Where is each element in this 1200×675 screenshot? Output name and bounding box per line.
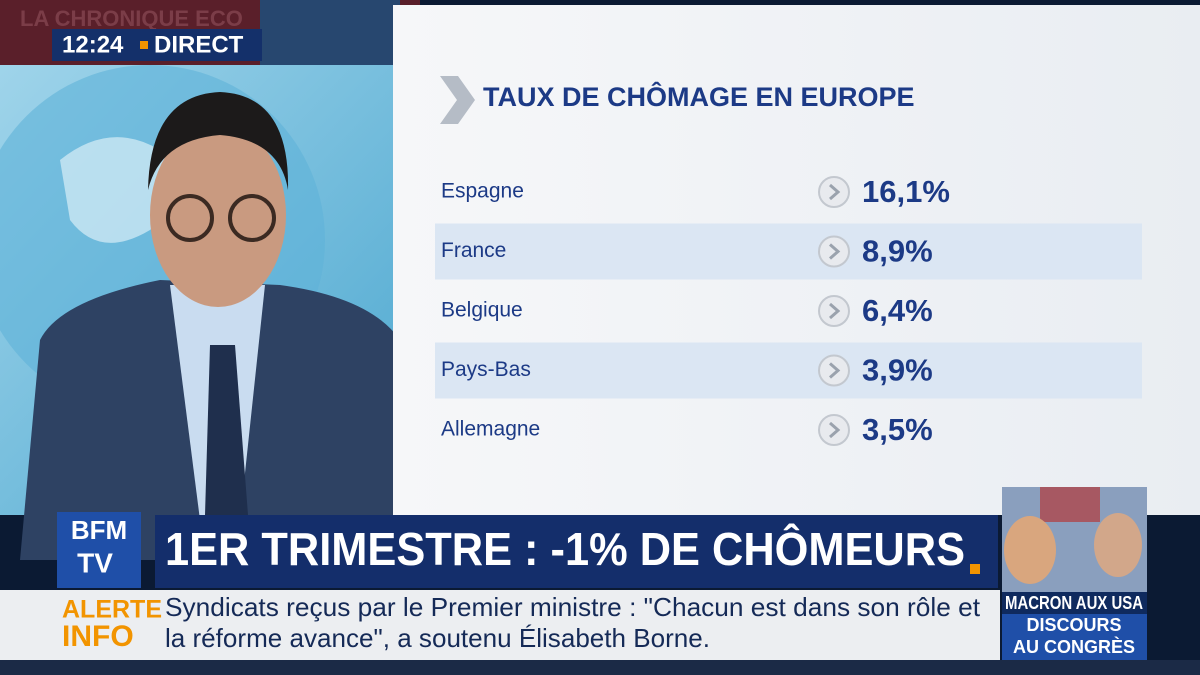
ticker-tag-bottom: INFO [62, 620, 134, 653]
side-line-bg [1002, 636, 1147, 658]
headline-dot [970, 564, 980, 574]
ticker-bar [0, 590, 1000, 660]
continent [60, 137, 178, 243]
side-face [1004, 516, 1056, 584]
bottom-strip [0, 660, 1200, 675]
row-icon [818, 414, 850, 446]
side-flag [1040, 487, 1100, 522]
row-icon-arrow [829, 243, 841, 260]
presenter-face [150, 123, 286, 307]
row-icon [818, 354, 850, 387]
logo [57, 512, 141, 588]
side-line: MACRON AUX USA [1005, 593, 1143, 613]
row-icon-arrow [829, 362, 841, 379]
rate: 3,9% [862, 353, 933, 388]
rate: 6,4% [862, 293, 933, 328]
country: Espagne [441, 180, 524, 203]
clock-time: 12:24 [62, 31, 124, 58]
presenter-tie [205, 345, 248, 515]
country: Allemagne [441, 418, 540, 441]
country: Belgique [441, 299, 523, 322]
glasses [166, 194, 214, 242]
row-icon [818, 176, 850, 208]
row-icon [818, 295, 850, 327]
glasses [228, 194, 276, 242]
rate: 8,9% [862, 234, 933, 269]
side-face [1094, 513, 1142, 577]
studio-top-right [260, 0, 400, 65]
title-chevron [440, 76, 475, 124]
presenter-hair [148, 92, 289, 190]
headline: 1ER TRIMESTRE : -1% DE CHÔMEURS [165, 523, 965, 575]
row-band [435, 223, 1142, 280]
logo-bottom: TV [77, 547, 113, 578]
row-icon-arrow [829, 183, 841, 201]
row-icon-arrow [829, 302, 841, 320]
clock-box [52, 29, 262, 61]
side-line-bg [1002, 614, 1147, 636]
ticker-tag-top: ALERTE [62, 596, 162, 624]
row-band [435, 342, 1142, 399]
side-line: DISCOURS [1026, 615, 1121, 635]
side-line: AU CONGRÈS [1013, 636, 1135, 657]
show-title: LA CHRONIQUE ECO [20, 6, 243, 31]
ticker-line: Syndicats reçus par le Premier ministre … [165, 592, 981, 622]
clock-dot [140, 41, 148, 49]
clock-label: DIRECT [154, 31, 244, 58]
row-icon-arrow [829, 421, 841, 439]
table-rows: Espagne 16,1% France 8,9% Belgique 6,4% Pays-B… [435, 174, 1142, 447]
rate: 16,1% [862, 174, 950, 209]
country: France [441, 239, 506, 262]
row-icon [818, 235, 850, 268]
headline-bar [155, 515, 998, 588]
table-title: TAUX DE CHÔMAGE EN EUROPE [483, 81, 915, 112]
rate: 3,5% [862, 412, 933, 447]
side-line-bg [1002, 592, 1147, 614]
country: Pays-Bas [441, 358, 531, 381]
logo-top: BFM [71, 515, 127, 545]
ticker-line: la réforme avance", a soutenu Élisabeth … [165, 623, 710, 653]
